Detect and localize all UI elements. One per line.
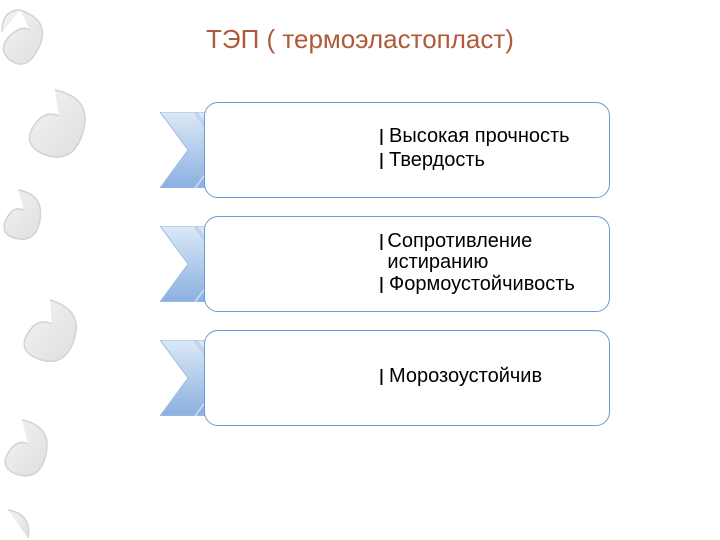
bullet-text: Высокая прочность (389, 126, 570, 150)
decorative-swirl (0, 0, 110, 540)
bullet-marker: l (379, 150, 389, 174)
bullet-marker: l (379, 126, 389, 150)
diagram-row: lСопротивление истираниюlФормоустойчивос… (160, 216, 610, 312)
bullet-item: lМорозоустойчив (379, 366, 599, 390)
diagram-box: lМорозоустойчив (204, 330, 610, 426)
bullet-marker: l (379, 274, 389, 298)
diagram-box: lВысокая прочностьlТвердость (204, 102, 610, 198)
bullet-item: lТвердость (379, 150, 599, 174)
bullet-text: Сопротивление истиранию (387, 231, 599, 274)
bullet-item: lСопротивление истиранию (379, 231, 599, 274)
bullet-text: Твердость (389, 150, 485, 174)
process-diagram: lВысокая прочностьlТвердостьlСопротивлен… (160, 102, 610, 426)
diagram-row: lВысокая прочностьlТвердость (160, 102, 610, 198)
diagram-box: lСопротивление истираниюlФормоустойчивос… (204, 216, 610, 312)
bullet-text: Морозоустойчив (389, 366, 542, 390)
bullet-item: lВысокая прочность (379, 126, 599, 150)
diagram-row: lМорозоустойчив (160, 330, 610, 426)
bullet-item: lФормоустойчивость (379, 274, 599, 298)
page-title: ТЭП ( термоэластопласт) (0, 24, 720, 55)
bullet-text: Формоустойчивость (389, 274, 575, 298)
bullet-marker: l (379, 366, 389, 390)
bullet-marker: l (379, 231, 387, 274)
